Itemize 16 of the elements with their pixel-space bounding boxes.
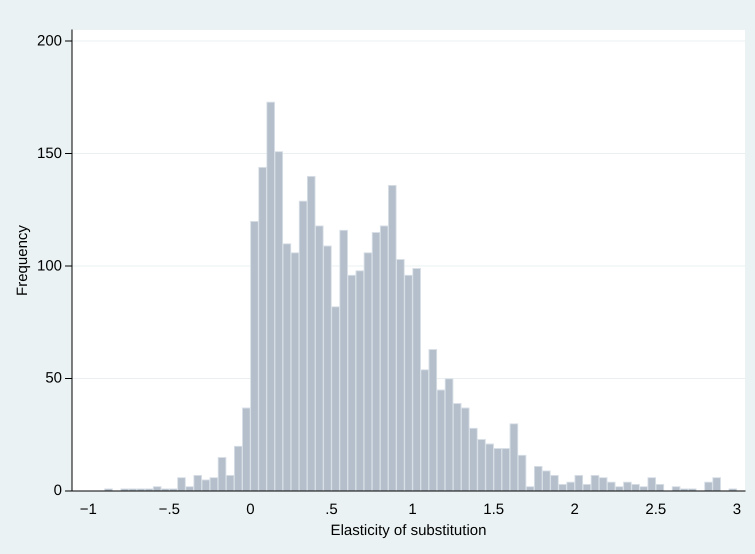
x-tick-label: 0: [246, 501, 255, 518]
x-tick-label: 1.5: [483, 501, 504, 518]
y-tick-label: 200: [36, 32, 62, 50]
x-tick-label: −1: [80, 501, 97, 518]
y-tick-label: 0: [54, 482, 62, 500]
x-tick-label: .5: [325, 501, 338, 518]
x-tick-label: 3: [732, 501, 742, 518]
y-axis-title: Frequency: [14, 224, 32, 296]
x-tick-label: 2.5: [645, 501, 666, 518]
x-tick-label: 1: [408, 501, 417, 518]
y-tick-label: 100: [36, 257, 62, 274]
x-tick-label: −.5: [158, 501, 180, 518]
y-tick-label: 150: [36, 144, 62, 162]
x-axis-title: Elasticity of substitution: [330, 522, 486, 540]
x-tick-label: 2: [570, 501, 579, 518]
y-tick-label: 50: [45, 370, 62, 387]
